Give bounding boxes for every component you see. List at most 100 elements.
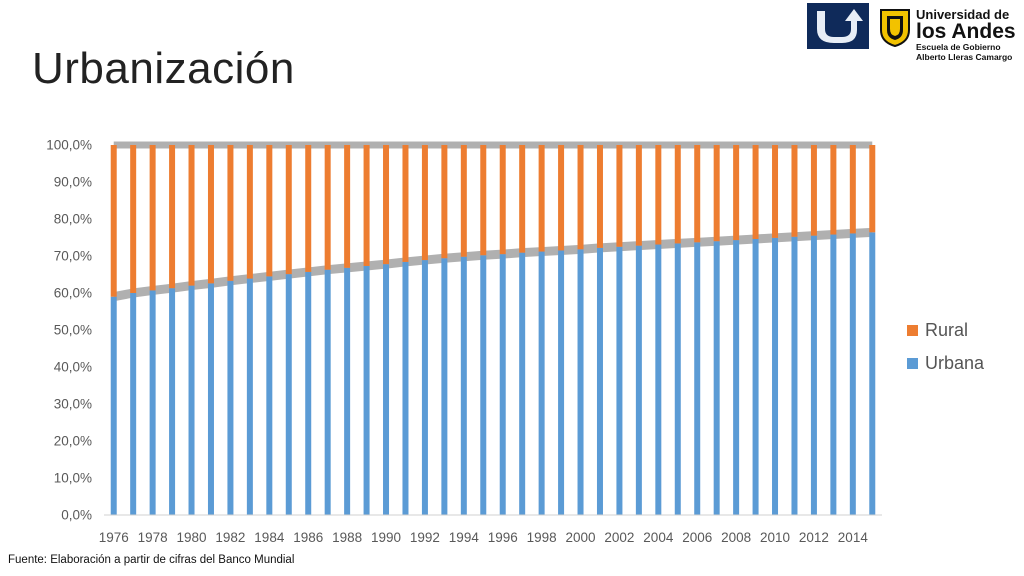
bar-rural-1976	[110, 145, 117, 297]
x-tick-label: 1992	[410, 530, 440, 545]
university-wordmark: Universidad de los Andes Escuela de Gobi…	[916, 8, 1016, 62]
x-tick-label: 1984	[254, 530, 285, 545]
bar-urbana-1980	[188, 285, 195, 515]
bar-rural-2013	[830, 145, 837, 235]
bar-urbana-1981	[207, 283, 214, 515]
bar-urbana-2014	[849, 233, 856, 515]
bar-rural-1989	[363, 145, 370, 266]
legend-label-rural: Rural	[925, 320, 969, 340]
u-arrow-logo-icon	[807, 3, 869, 49]
bar-urbana-2004	[655, 244, 662, 515]
legend-label-urbana: Urbana	[925, 353, 985, 373]
bar-urbana-2005	[674, 243, 681, 516]
bar-rural-1998	[538, 145, 545, 252]
x-tick-label: 2000	[566, 530, 596, 545]
bar-rural-2009	[752, 145, 759, 239]
legend-item-urbana: Urbana	[907, 347, 984, 380]
bar-urbana-1989	[363, 265, 370, 515]
bar-urbana-2011	[791, 236, 798, 515]
y-tick-label: 90,0%	[54, 175, 92, 190]
bar-urbana-1977	[130, 293, 137, 515]
bar-rural-1991	[402, 145, 409, 262]
bar-rural-1995	[480, 145, 487, 256]
bar-rural-2003	[635, 145, 642, 246]
bar-urbana-2010	[772, 237, 779, 515]
bar-rural-1988	[344, 145, 351, 268]
bar-rural-1997	[519, 145, 526, 253]
bar-rural-2005	[674, 145, 681, 244]
bar-rural-1993	[441, 145, 448, 259]
bar-urbana-2009	[752, 238, 759, 516]
bar-urbana-1986	[305, 271, 312, 515]
bar-rural-2001	[596, 145, 603, 248]
bar-rural-1994	[460, 145, 467, 257]
x-tick-label: 2010	[760, 530, 790, 545]
bar-urbana-1999	[558, 250, 565, 515]
logo-line-4: Alberto Lleras Camargo	[916, 52, 1013, 62]
bar-rural-1992	[421, 145, 428, 261]
bar-urbana-2015	[869, 232, 876, 515]
bar-rural-2014	[849, 145, 856, 234]
x-tick-label: 1998	[527, 530, 557, 545]
bar-urbana-2012	[810, 235, 817, 515]
bar-rural-2000	[577, 145, 584, 250]
bar-rural-1981	[207, 145, 214, 284]
y-tick-label: 100,0%	[46, 138, 92, 153]
y-tick-label: 60,0%	[54, 286, 92, 301]
bar-urbana-1998	[538, 251, 545, 515]
x-tick-label: 1994	[449, 530, 480, 545]
bar-rural-2011	[791, 145, 798, 237]
bar-rural-1987	[324, 145, 331, 270]
x-tick-label: 2004	[643, 530, 674, 545]
bar-rural-1984	[266, 145, 273, 277]
bar-urbana-2000	[577, 249, 584, 515]
bar-urbana-1979	[169, 288, 176, 515]
x-tick-label: 1986	[293, 530, 323, 545]
bar-rural-1986	[305, 145, 312, 272]
bar-urbana-1987	[324, 269, 331, 515]
y-tick-label: 80,0%	[54, 212, 92, 227]
x-tick-label: 2006	[682, 530, 712, 545]
bar-rural-1977	[130, 145, 137, 293]
bar-rural-2015	[869, 145, 876, 233]
bar-rural-2004	[655, 145, 662, 245]
x-tick-label: 2008	[721, 530, 751, 545]
bar-rural-2012	[810, 145, 817, 236]
bar-urbana-1993	[441, 258, 448, 515]
x-tick-label: 1982	[215, 530, 245, 545]
x-tick-label: 1990	[371, 530, 401, 545]
bar-rural-1996	[499, 145, 506, 255]
shield-logo-icon	[879, 8, 911, 48]
legend-swatch-rural	[907, 325, 918, 336]
y-tick-label: 0,0%	[61, 508, 92, 523]
bar-urbana-1994	[460, 256, 467, 515]
bar-rural-1990	[383, 145, 390, 265]
x-tick-label: 1988	[332, 530, 362, 545]
x-tick-label: 2012	[799, 530, 829, 545]
bar-urbana-2006	[694, 242, 701, 515]
bar-urbana-2003	[635, 245, 642, 515]
bar-urbana-2008	[733, 240, 740, 515]
bar-rural-1978	[149, 145, 156, 291]
bar-urbana-1978	[149, 290, 156, 515]
bar-rural-2006	[694, 145, 701, 243]
y-tick-label: 30,0%	[54, 397, 92, 412]
source-note: Fuente: Elaboración a partir de cifras d…	[8, 554, 295, 566]
bar-rural-1999	[558, 145, 565, 251]
logo-line-3: Escuela de Gobierno	[916, 42, 1001, 52]
bar-urbana-2007	[713, 241, 720, 515]
bar-rural-1982	[227, 145, 234, 281]
chart-legend: Rural Urbana	[907, 314, 984, 380]
y-tick-label: 20,0%	[54, 434, 92, 449]
logo-line-2: los Andes	[916, 20, 1016, 43]
x-tick-label: 1980	[177, 530, 207, 545]
bar-urbana-1984	[266, 276, 273, 515]
bar-rural-1985	[285, 145, 292, 275]
x-tick-label: 1976	[99, 530, 129, 545]
bar-rural-1979	[169, 145, 176, 289]
bar-urbana-2013	[830, 234, 837, 516]
bar-rural-2007	[713, 145, 720, 242]
bar-urbana-1988	[344, 267, 351, 515]
bar-rural-1983	[246, 145, 253, 279]
